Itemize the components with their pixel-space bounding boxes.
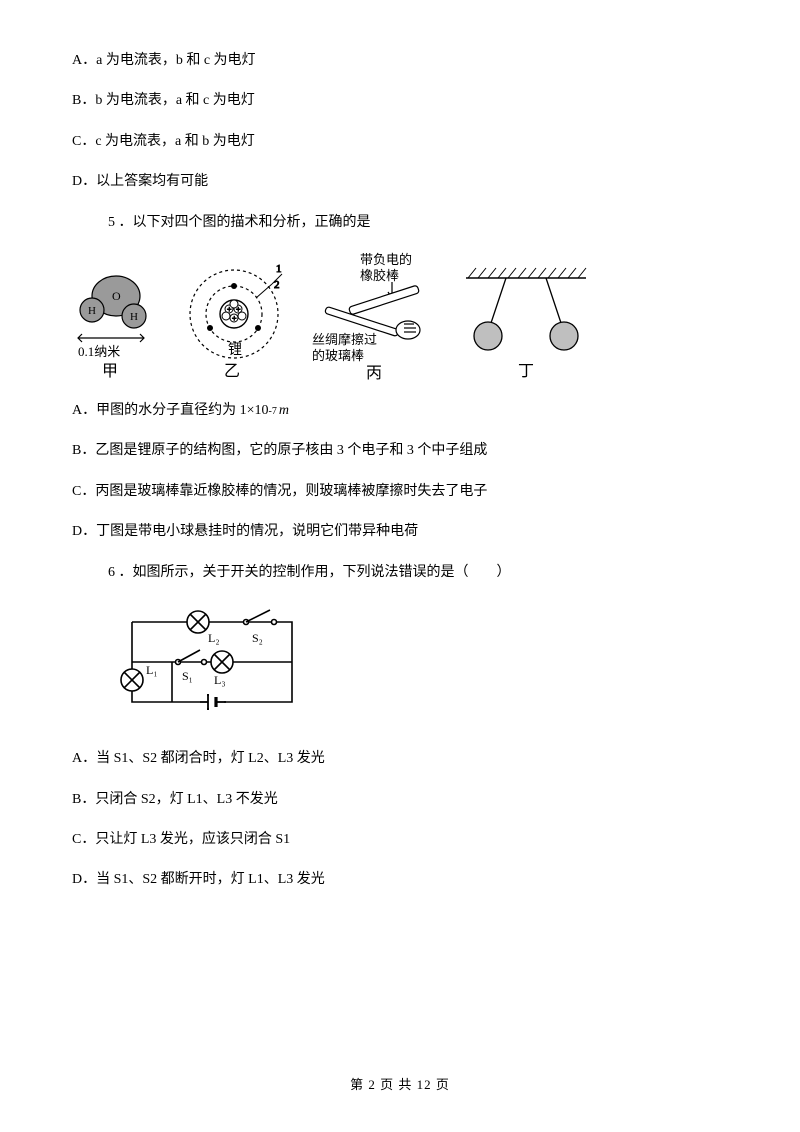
q5-option-a: A．甲图的水分子直径约为 1×10-7m xyxy=(72,400,728,422)
fig-jia: O H H 0.1纳米 甲 xyxy=(72,264,158,382)
q5-figures: O H H 0.1纳米 甲 + + + xyxy=(72,252,728,382)
q6-option-c: C．只让灯 L3 发光，应该只闭合 S1 xyxy=(72,829,728,851)
lamp-l2-icon xyxy=(187,611,209,633)
q6-option-d: D．当 S1、S2 都断开时，灯 L1、L3 发光 xyxy=(72,869,728,891)
svg-text:H: H xyxy=(88,305,96,317)
q6-stem: 6 ．如图所示，关于开关的控制作用，下列说法错误的是（ ） xyxy=(72,562,728,584)
fig-yi: + + + 1 2 锂 乙 xyxy=(174,264,294,382)
label-jia: 甲 xyxy=(102,363,118,380)
q4-option-c: C．c 为电流表，a 和 b 为电灯 xyxy=(72,131,728,153)
q4-option-d: D．以上答案均有可能 xyxy=(72,171,728,193)
svg-text:S₁: S₁ xyxy=(182,669,193,683)
q5a-formula: ×10-7m xyxy=(247,400,289,422)
svg-text:2: 2 xyxy=(274,279,280,291)
svg-text:+: + xyxy=(232,314,237,323)
fig-ding: 丁 xyxy=(456,264,596,382)
q5-option-d: D．丁图是带电小球悬挂时的情况，说明它们带异种电荷 xyxy=(72,521,728,543)
q4-option-a: A．a 为电流表，b 和 c 为电灯 xyxy=(72,50,728,72)
svg-text:L₂: L₂ xyxy=(208,631,220,645)
q6-circuit: L₂ S₂ L₁ S₁ L₃ xyxy=(112,602,728,730)
q5-option-c: C．丙图是玻璃棒靠近橡胶棒的情况，则玻璃棒被摩擦时失去了电子 xyxy=(72,481,728,503)
svg-text:橡胶棒: 橡胶棒 xyxy=(360,268,399,283)
q5-stem: 5 ．以下对四个图的描术和分析，正确的是 xyxy=(72,212,728,234)
lamp-l3-icon xyxy=(211,651,233,673)
label-ding: 丁 xyxy=(518,363,534,380)
q6-option-b: B．只闭合 S2，灯 L1、L3 不发光 xyxy=(72,789,728,811)
svg-text:H: H xyxy=(130,311,138,323)
page-footer: 第 2 页 共 12 页 xyxy=(0,1075,800,1096)
q6-option-a: A．当 S1、S2 都闭合时，灯 L2、L3 发光 xyxy=(72,748,728,770)
q4-option-b: B．b 为电流表，a 和 c 为电灯 xyxy=(72,90,728,112)
svg-text:L₃: L₃ xyxy=(214,673,226,687)
jia-dim: 0.1纳米 xyxy=(78,344,120,359)
yi-core: 锂 xyxy=(228,342,242,358)
lamp-l1-icon xyxy=(121,669,143,691)
svg-text:1: 1 xyxy=(276,264,282,275)
label-bing: 丙 xyxy=(366,365,382,382)
q5a-pre: A．甲图的水分子直径约为 1 xyxy=(72,403,247,418)
q5-option-b: B．乙图是锂原子的结构图，它的原子核由 3 个电子和 3 个中子组成 xyxy=(72,440,728,462)
fig-bing: 带负电的 橡胶棒 丝绸摩擦过 的玻璃棒 丙 xyxy=(310,252,440,382)
svg-text:O: O xyxy=(112,289,121,303)
svg-text:丝绸摩擦过: 丝绸摩擦过 xyxy=(312,332,377,347)
svg-text:的玻璃棒: 的玻璃棒 xyxy=(312,348,364,363)
svg-text:带负电的: 带负电的 xyxy=(360,252,412,267)
svg-text:L₁: L₁ xyxy=(146,663,158,677)
label-yi: 乙 xyxy=(224,363,240,380)
svg-text:S₂: S₂ xyxy=(252,631,263,645)
